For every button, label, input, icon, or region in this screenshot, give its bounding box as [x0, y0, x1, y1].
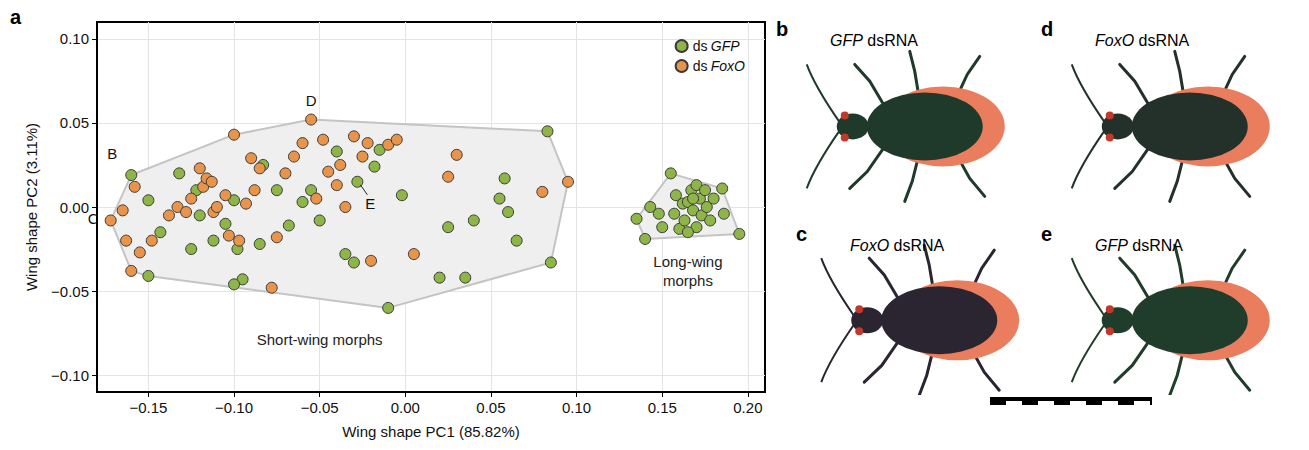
svg-text:−0.15: −0.15 — [129, 399, 167, 416]
svg-text:0.05: 0.05 — [60, 114, 89, 131]
html-text:GFP dsRNA: GFP dsRNA — [830, 32, 918, 49]
svg-text:Wing shape PC2 (3.11%): Wing shape PC2 (3.11%) — [23, 123, 40, 291]
svg-text:−0.05: −0.05 — [301, 399, 339, 416]
svg-text:−0.05: −0.05 — [51, 283, 89, 300]
svg-text:0.10: 0.10 — [60, 30, 89, 47]
svg-text:B: B — [107, 145, 117, 162]
svg-text:C: C — [88, 210, 99, 227]
html-text:a: a — [10, 6, 22, 28]
svg-text:Wing shape PC1 (85.82%): Wing shape PC1 (85.82%) — [342, 423, 520, 440]
html-text:b: b — [776, 18, 789, 40]
svg-text:ds: ds — [693, 58, 708, 74]
html-text:FoxO dsRNA: FoxO dsRNA — [850, 237, 945, 254]
svg-text:E: E — [365, 195, 375, 212]
svg-text:D: D — [306, 92, 317, 109]
svg-text:ds: ds — [693, 38, 708, 54]
html-text:FoxO dsRNA: FoxO dsRNA — [1095, 32, 1190, 49]
svg-text:morphs: morphs — [663, 272, 713, 289]
svg-text:−0.10: −0.10 — [51, 367, 89, 384]
svg-text:0.00: 0.00 — [391, 399, 420, 416]
html-text:GFP dsRNA: GFP dsRNA — [1095, 237, 1183, 254]
svg-text:Short-wing morphs: Short-wing morphs — [257, 331, 383, 348]
svg-text:0.20: 0.20 — [733, 399, 762, 416]
svg-text:Long-wing: Long-wing — [653, 253, 722, 270]
html-text:e: e — [1041, 223, 1053, 245]
svg-text:0.05: 0.05 — [476, 399, 505, 416]
svg-text:GFP: GFP — [711, 38, 740, 54]
svg-text:−0.10: −0.10 — [215, 399, 253, 416]
svg-text:FoxO: FoxO — [711, 58, 745, 74]
svg-text:0.15: 0.15 — [648, 399, 677, 416]
html-text:c: c — [796, 223, 808, 245]
html-text:d: d — [1041, 18, 1054, 40]
svg-text:0.00: 0.00 — [60, 199, 89, 216]
svg-text:0.10: 0.10 — [562, 399, 591, 416]
